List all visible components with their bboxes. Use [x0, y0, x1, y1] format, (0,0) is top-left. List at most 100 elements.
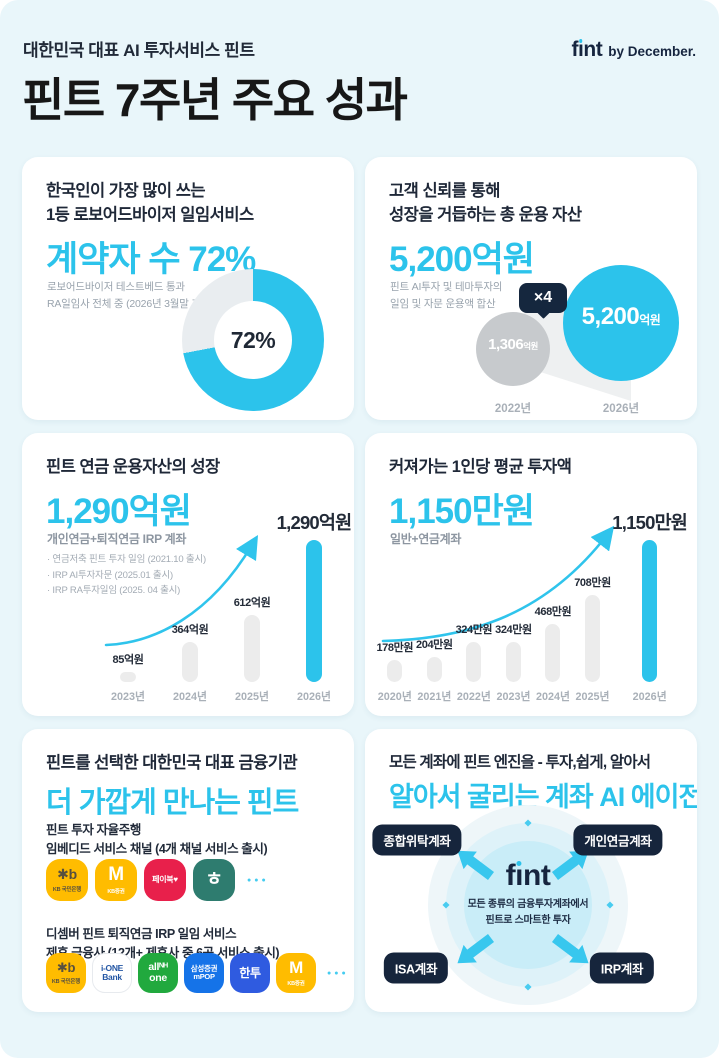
bar-value-label: 204만원 — [416, 639, 453, 651]
bubble-value: 1,306 — [488, 336, 524, 353]
bar-column: 1,290억원 2026년 — [277, 509, 353, 704]
brand-byline: by December. — [608, 44, 696, 59]
bar — [585, 595, 600, 682]
card-total-aum: 고객 신뢰를 통해 성장을 거듭하는 총 운용 자산 5,200억원 핀트 AI투… — [365, 157, 697, 420]
fint-logo: fı nt — [505, 859, 551, 892]
card-pension-aum: 핀트 연금 운용자산의 성장 1,290억원 개인연금+퇴직연금 IRP 계좌 … — [22, 433, 354, 716]
bar — [642, 540, 658, 682]
bar-column: 612억원 2025년 — [226, 594, 278, 704]
bar-year-label: 2026년 — [632, 691, 667, 703]
bar — [545, 624, 561, 682]
cards-grid: 한국인이 가장 많이 쓰는 1등 로보어드바이저 일임서비스 계약자 수 72% … — [22, 157, 697, 1012]
bar-column: 364억원 2024년 — [164, 621, 216, 704]
card-headline: 5,200억원 — [389, 240, 535, 279]
bar-column: 1,150만원 2026년 — [612, 509, 688, 704]
bar-value-label: 1,290억원 — [276, 512, 353, 533]
logo-label: KB 국민은행 — [52, 886, 82, 893]
logo-glyph: allᴺᴴ one — [148, 960, 168, 984]
card-subnote: 개인연금+퇴직연금 IRP 계좌 — [47, 532, 187, 546]
logo-label: KB증권 — [287, 981, 305, 988]
bar-value-label: 708만원 — [574, 577, 611, 589]
logo-glyph: 한투 — [239, 965, 261, 980]
multiplier-badge: ×4 — [519, 283, 567, 313]
more-logos-dots: ●●● — [247, 876, 269, 884]
bar-value-label: 612억원 — [233, 597, 271, 609]
card-headline: 더 가깝게 만나는 핀트 — [46, 787, 299, 819]
bar-column: 204만원 2021년 — [415, 636, 455, 704]
contract-share-donut-chart: 72% — [182, 269, 324, 411]
bar — [387, 660, 403, 682]
partner-logos-row: ✱b KB 국민은행 M KB증권 페이북♥ ㅎ ●●● — [46, 859, 342, 901]
bar-year-label: 2023년 — [111, 691, 145, 703]
pension-bar-chart: 85억원 2023년 364억원 2024년 612억원 2025년 1,290억원 2026… — [102, 509, 353, 704]
logo-glyph: 삼성증권 mPOP — [190, 963, 218, 981]
bar-column: 468만원 2024년 — [533, 603, 573, 704]
partner-group-label: 핀트 투자 자율주행 임베디드 서비스 채널 (4개 채널 서비스 출시) — [46, 823, 268, 856]
kb-kookmin-bank-logo: ✱b KB 국민은행 — [46, 859, 88, 901]
logo-glyph: 페이북♥ — [152, 874, 178, 884]
kb-securities-mable-logo: M KB증권 — [95, 859, 137, 901]
card-heading: 커져가는 1인당 평균 투자액 — [389, 458, 572, 476]
pill-irp-account: IRP계좌 — [589, 952, 655, 984]
bar-value-label: 324만원 — [455, 624, 493, 636]
card-headline: 계약자 수 72% — [46, 240, 256, 279]
nh-all-one-bank-logo: allᴺᴴ one — [138, 953, 178, 993]
korea-investment-hantoo-logo: 한투 — [230, 953, 270, 993]
pill-general-brokerage-account: 종합위탁계좌 — [372, 824, 462, 856]
bar — [505, 642, 521, 682]
bubble-year-label: 2022년 — [494, 403, 532, 415]
bar-value-label: 364억원 — [171, 624, 209, 636]
bar-year-label: 2023년 — [496, 691, 531, 703]
more-logos-dots: ●●● — [327, 969, 349, 977]
outward-arrows — [457, 850, 589, 964]
bar-year-label: 2024년 — [173, 691, 207, 703]
bar-column: 324만원 2023년 — [494, 621, 534, 704]
card-contract-share: 한국인이 가장 많이 쓰는 1등 로보어드바이저 일임서비스 계약자 수 72% … — [22, 157, 354, 420]
card-average-investment: 커져가는 1인당 평균 투자액 1,150만원 일반+연금계좌 178만원 202… — [365, 433, 697, 716]
pill-personal-pension-account: 개인연금계좌 — [573, 824, 663, 856]
card-heading: 고객 신뢰를 통해 성장을 거듭하는 총 운용 자산 — [389, 182, 582, 224]
bar — [426, 657, 442, 682]
brand-logo: fı nt by December. — [572, 38, 696, 62]
card-account-ai-agent: 모든 계좌에 핀트 엔진을 - 투자,쉽게, 알아서 알아서 굴리는 계좌 AI… — [365, 729, 697, 1012]
bar — [244, 615, 260, 682]
multiplier-text: ×4 — [533, 289, 553, 306]
bar-year-label: 2020년 — [377, 691, 412, 703]
donut-center-label: 72% — [230, 326, 276, 353]
fint-logo-dot — [516, 860, 522, 866]
bar-year-label: 2026년 — [297, 691, 331, 703]
ibk-i-one-bank-logo: i-ONE Bank — [92, 953, 132, 993]
card-headline: 1,290억원 — [46, 492, 192, 531]
bar — [182, 642, 198, 682]
logo-label: KB 국민은행 — [51, 979, 81, 986]
eyebrow-text: 대한민국 대표 AI 투자서비스 핀트 — [23, 41, 255, 60]
fint-logo-dot — [578, 39, 583, 43]
bar — [306, 540, 322, 682]
bubble-unit: 억원 — [523, 341, 538, 351]
bar — [466, 642, 482, 682]
bar-column: 324만원 2022년 — [454, 621, 494, 704]
page-title: 핀트 7주년 주요 성과 — [22, 74, 408, 126]
kb-securities-mable-logo: M KB증권 — [276, 953, 316, 993]
logo-glyph: M — [289, 957, 303, 977]
aum-bubble-chart: 1,306 억원 5,200 억원 ×4 2022년 2026년 — [365, 157, 697, 420]
kb-kookmin-bank-logo: ✱b KB 국민은행 — [46, 953, 86, 993]
bar — [120, 672, 136, 682]
paybooc-logo: 페이북♥ — [144, 859, 186, 901]
average-investment-bar-chart: 178만원 2020년 204만원 2021년 324만원 2022년 324만원 2023년… — [375, 509, 687, 704]
bubble-2026: 5,200 억원 — [563, 265, 679, 381]
card-partner-institutions: 핀트를 선택한 대한민국 대표 금융기관 더 가깝게 만나는 핀트 핀트 투자 … — [22, 729, 354, 1012]
bar-year-label: 2022년 — [456, 691, 491, 703]
donut-hole — [214, 301, 292, 379]
card-heading: 모든 계좌에 핀트 엔진을 - 투자,쉽게, 알아서 — [389, 754, 651, 771]
logo-label: KB증권 — [107, 889, 125, 896]
card-headline: 1,150만원 — [389, 492, 535, 531]
bubble-unit: 억원 — [639, 313, 661, 327]
logo-glyph: ✱b — [57, 866, 77, 883]
bubble-2022: 1,306 억원 — [476, 312, 550, 386]
bubble-value: 5,200 — [581, 303, 640, 330]
bar-year-label: 2025년 — [235, 691, 269, 703]
bar-year-label: 2024년 — [535, 691, 570, 703]
bar-value-label: 85억원 — [112, 654, 144, 666]
bar-column: 708만원 2025년 — [573, 574, 613, 704]
